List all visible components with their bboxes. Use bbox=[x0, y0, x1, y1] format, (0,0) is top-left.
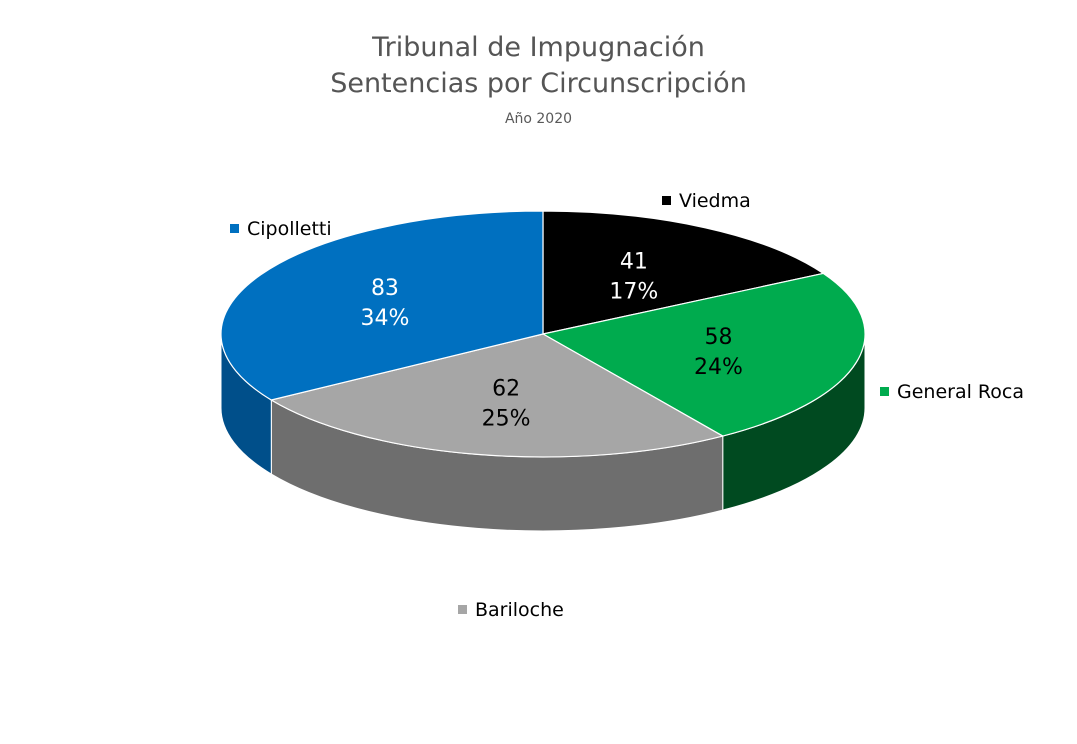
chart-caption: Año 2020 bbox=[504, 111, 573, 127]
legend-label: Viedma bbox=[679, 190, 751, 212]
pie-slice-0 bbox=[542, 210, 825, 335]
pie-slice-1 bbox=[541, 272, 866, 437]
legend-item-bariloche: Bariloche bbox=[458, 599, 564, 621]
data-label-percent: 24% bbox=[694, 355, 743, 380]
legend-swatch bbox=[458, 605, 467, 614]
data-label-value: 83 bbox=[371, 276, 399, 301]
data-label-percent: 34% bbox=[360, 306, 409, 331]
legend-label: Bariloche bbox=[475, 599, 564, 621]
pie-labels: 41 17% 58 24% 62 25% 83 34% bbox=[360, 249, 742, 431]
pie-tops bbox=[220, 210, 866, 458]
data-label-value: 62 bbox=[492, 376, 520, 401]
pie-slice-3 bbox=[220, 210, 544, 401]
chart-subtitle: Sentencias por Circunscripción bbox=[330, 68, 747, 99]
legend-label: General Roca bbox=[897, 381, 1024, 403]
legend-swatch bbox=[662, 196, 671, 205]
data-label-value: 41 bbox=[620, 249, 648, 274]
data-label-value: 58 bbox=[704, 325, 732, 350]
legend-item-cipolletti: Cipolletti bbox=[230, 218, 332, 240]
legend-item-general-roca: General Roca bbox=[880, 381, 1024, 403]
legend-swatch bbox=[880, 387, 889, 396]
legend-item-viedma: Viedma bbox=[662, 190, 751, 212]
data-label-percent: 25% bbox=[482, 406, 531, 431]
legend-swatch bbox=[230, 224, 239, 233]
legend-label: Cipolletti bbox=[247, 218, 332, 240]
pie-slice-2 bbox=[269, 333, 725, 458]
data-label-percent: 17% bbox=[609, 279, 658, 304]
chart-title: Tribunal de Impugnación bbox=[372, 32, 705, 63]
